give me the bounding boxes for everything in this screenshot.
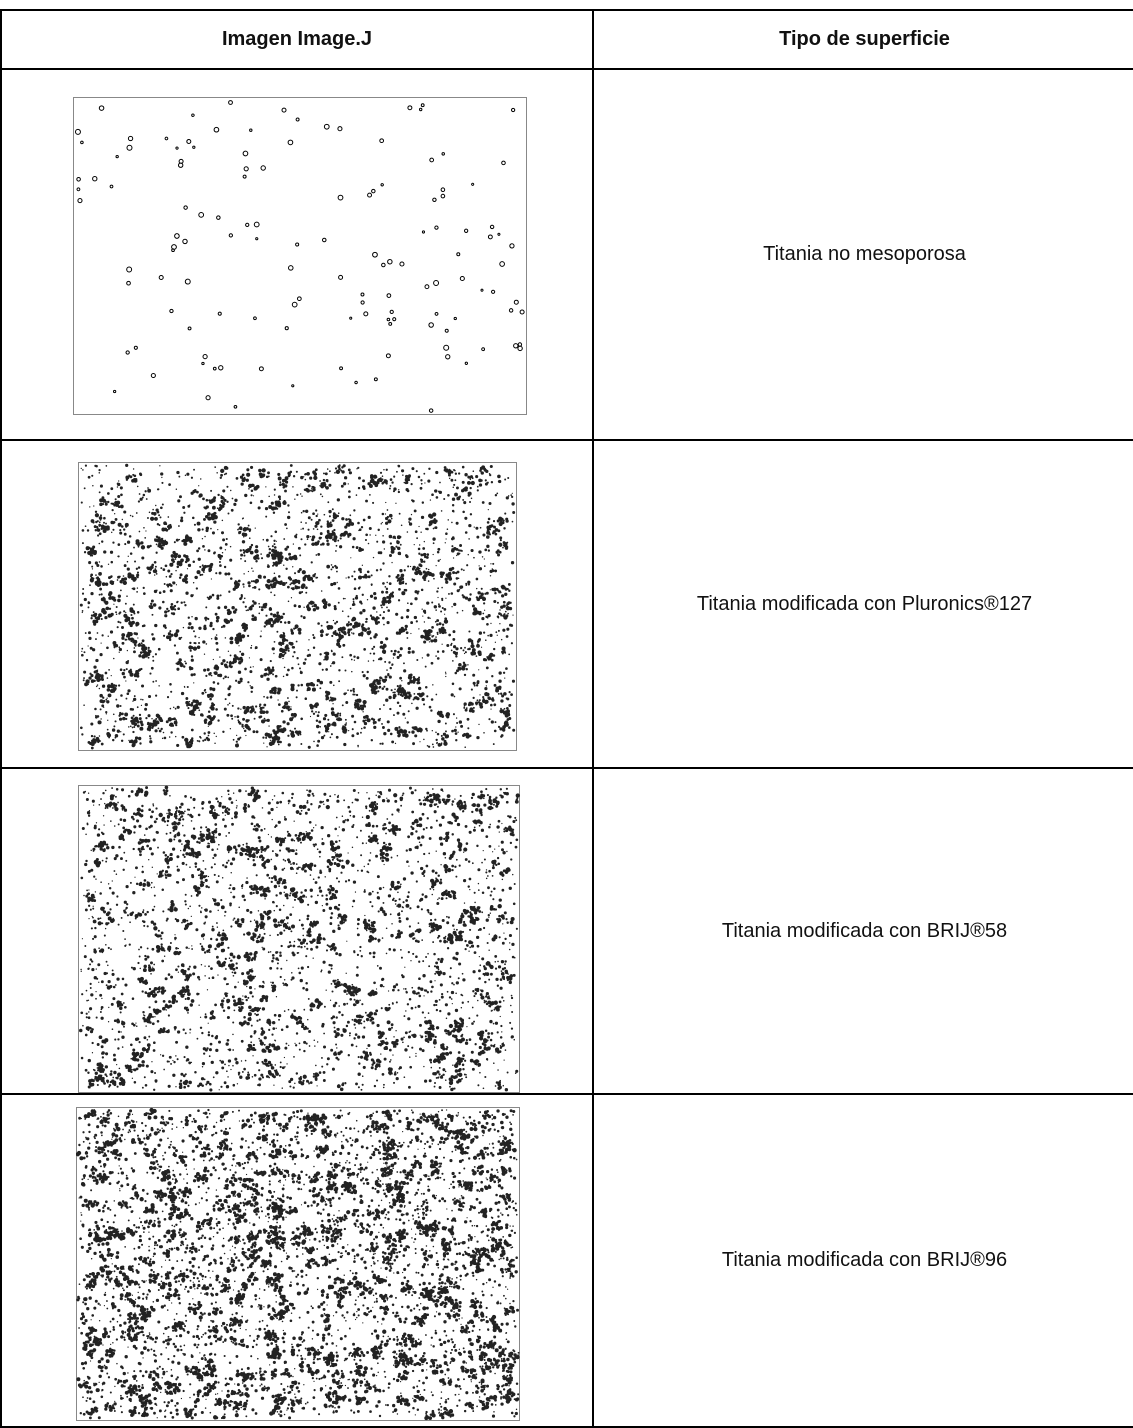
- image-frame: [79, 463, 517, 751]
- header-cell: Imagen Image.J: [1, 10, 593, 69]
- surface-cell: Titania modificada con BRIJ®96: [593, 1094, 1133, 1427]
- surface-cell: Titania no mesoporosa: [593, 69, 1133, 440]
- page: Imagen Image.J Tipo de superficie Titani…: [0, 0, 1133, 1428]
- imagej-image: [73, 97, 527, 415]
- header-cell: Tipo de superficie: [593, 10, 1133, 69]
- imagej-image: [78, 462, 517, 751]
- imagej-image: [76, 1107, 520, 1421]
- imagej-image: [78, 785, 520, 1093]
- surface-cell: Titania modificada con Pluronics®127: [593, 440, 1133, 768]
- header-row: Imagen Image.J Tipo de superficie: [1, 10, 1133, 69]
- surface-cell: Titania modificada con BRIJ®58: [593, 768, 1133, 1094]
